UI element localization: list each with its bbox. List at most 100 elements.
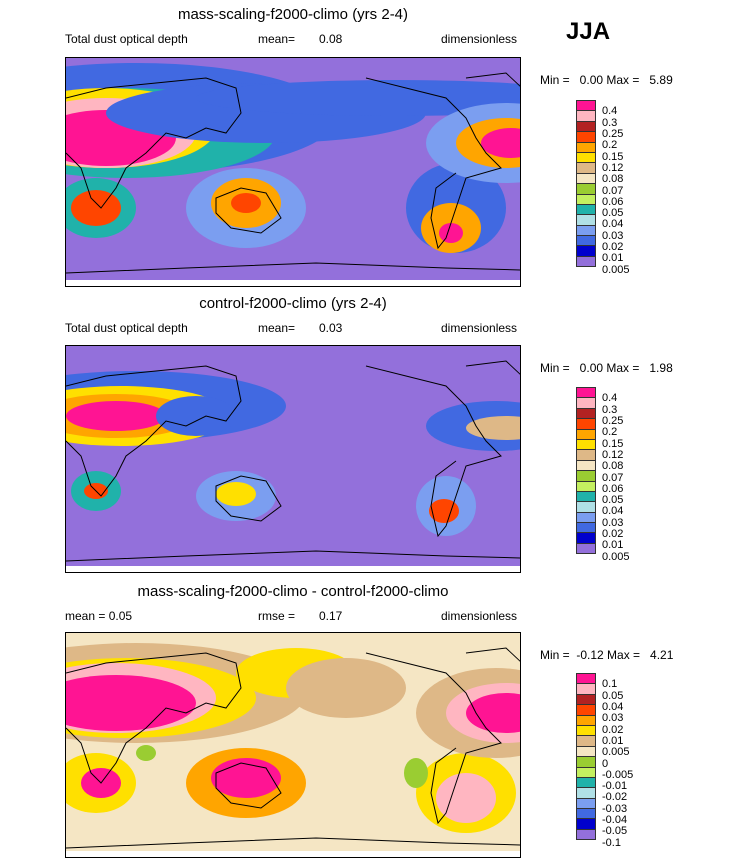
units-label: dimensionless — [441, 32, 518, 46]
colorbar-tick-label: 0.07 — [602, 471, 624, 484]
colorbar-tick-label: -0.05 — [602, 825, 628, 838]
colorbar-tick-label: 0.01 — [602, 539, 624, 552]
colorbar-tick-label: 0.04 — [602, 701, 624, 713]
antarctica-mask — [66, 566, 520, 572]
colorbar-tick-label: 0.15 — [602, 150, 624, 163]
mean-value: 0.03 — [319, 321, 343, 335]
mean-value: 0.08 — [319, 32, 343, 46]
contour-region — [286, 658, 406, 718]
panel-title: mass-scaling-f2000-climo (yrs 2-4) — [177, 6, 409, 23]
coastline — [465, 647, 520, 662]
colorbar-tick-label: 0.05 — [602, 494, 624, 507]
colorbar-tick-label: -0.005 — [602, 768, 634, 781]
colorbar-tick-label: 0.2 — [602, 426, 618, 439]
colorbar-tick-label: 0.005 — [602, 746, 630, 759]
colorbar-tick-label: 0.06 — [602, 195, 624, 208]
panel-title: mass-scaling-f2000-climo - control-f2000… — [137, 583, 449, 600]
colorbar-tick-label: 0.05 — [602, 207, 624, 220]
mean-label: mean= — [258, 32, 296, 46]
min-max-label: Min = -0.12 Max = 4.21 — [540, 648, 674, 662]
colorbar-tick-label: 0.03 — [602, 516, 624, 529]
coastline — [66, 77, 242, 209]
colorbar-tick-label: 0.4 — [602, 105, 618, 118]
mean-value: 0.17 — [319, 609, 343, 623]
contour-region — [196, 80, 520, 116]
contour-region — [466, 693, 520, 733]
mean-label: mean= — [258, 321, 296, 335]
colorbar-tick-label: 0.005 — [602, 550, 630, 563]
map-panel — [65, 57, 521, 287]
mean-label: rmse = — [258, 609, 296, 623]
colorbar-tick-label: 0.07 — [602, 184, 624, 197]
colorbar-tick-label: 0.12 — [602, 161, 624, 174]
variable-label: Total dust optical depth — [65, 32, 188, 46]
colorbar-tick-label: 0.12 — [602, 448, 624, 461]
contour-region — [66, 401, 166, 431]
contour-region — [156, 396, 236, 436]
colorbar-tick-label: 0.25 — [602, 128, 624, 140]
colorbar-tick-label: 0.06 — [602, 482, 624, 495]
coastline — [215, 762, 282, 809]
colorbar-swatch — [576, 828, 596, 841]
contour-region — [136, 745, 156, 761]
colorbar-tick-label: -0.01 — [602, 780, 628, 793]
colorbar-tick-label: 0.005 — [602, 263, 630, 276]
contour-region — [466, 416, 520, 440]
colorbar-tick-label: 0.3 — [602, 403, 618, 416]
colorbar-tick-label: 0.02 — [602, 528, 624, 540]
coastline — [66, 365, 242, 497]
colorbar-tick-label: 0.25 — [602, 415, 624, 427]
coastline — [465, 360, 520, 375]
colorbar-tick-label: 0.01 — [602, 734, 624, 747]
coastline — [66, 550, 520, 562]
contour-region — [216, 482, 256, 506]
variable-label: mean = 0.05 — [65, 609, 133, 623]
min-max-label: Min = 0.00 Max = 5.89 — [540, 73, 673, 87]
colorbar-tick-label: 0.04 — [602, 218, 624, 231]
colorbar-tick-label: 0.15 — [602, 437, 624, 450]
antarctica-mask — [66, 851, 520, 857]
contour-region — [231, 193, 261, 213]
coastline — [215, 187, 282, 234]
colorbar-tick-label: -0.04 — [602, 814, 628, 826]
season-label: JJA — [566, 18, 611, 45]
colorbar-tick-label: 0.1 — [602, 678, 618, 691]
contour-region — [404, 758, 428, 788]
contour-region — [66, 675, 196, 731]
colorbar-tick-label: 0.05 — [602, 689, 624, 702]
colorbar-swatch — [576, 255, 596, 268]
colorbar-tick-label: -0.03 — [602, 802, 628, 815]
variable-label: Total dust optical depth — [65, 321, 188, 335]
coastline — [465, 72, 520, 87]
colorbar-tick-label: 0 — [602, 757, 609, 770]
contour-region — [436, 773, 496, 823]
contour-region — [71, 190, 121, 226]
coastline — [215, 475, 282, 522]
colorbar-tick-label: 0.02 — [602, 241, 624, 253]
contour-region — [429, 499, 459, 523]
colorbar-tick-label: 0.4 — [602, 392, 618, 405]
coastline — [365, 652, 502, 825]
units-label: dimensionless — [441, 321, 518, 335]
panel-title: control-f2000-climo (yrs 2-4) — [199, 295, 387, 312]
colorbar-tick-label: 0.08 — [602, 460, 624, 473]
colorbar-swatch — [576, 542, 596, 555]
contour-region — [481, 128, 520, 158]
colorbar-tick-label: 0.03 — [602, 229, 624, 242]
coastline — [66, 837, 520, 849]
map-panel — [65, 345, 521, 573]
contour-region — [439, 223, 463, 243]
coastline — [365, 365, 502, 538]
colorbar — [576, 673, 596, 841]
colorbar-tick-label: 0.03 — [602, 712, 624, 725]
colorbar — [576, 100, 596, 268]
map-panel — [65, 632, 521, 858]
coastline — [365, 77, 502, 250]
colorbar-tick-label: 0.2 — [602, 139, 618, 152]
colorbar-tick-label: 0.01 — [602, 252, 624, 265]
antarctica-mask — [66, 280, 520, 286]
colorbar-tick-label: 0.3 — [602, 116, 618, 129]
colorbar-tick-label: 0.02 — [602, 723, 624, 736]
colorbar-tick-label: 0.08 — [602, 173, 624, 186]
